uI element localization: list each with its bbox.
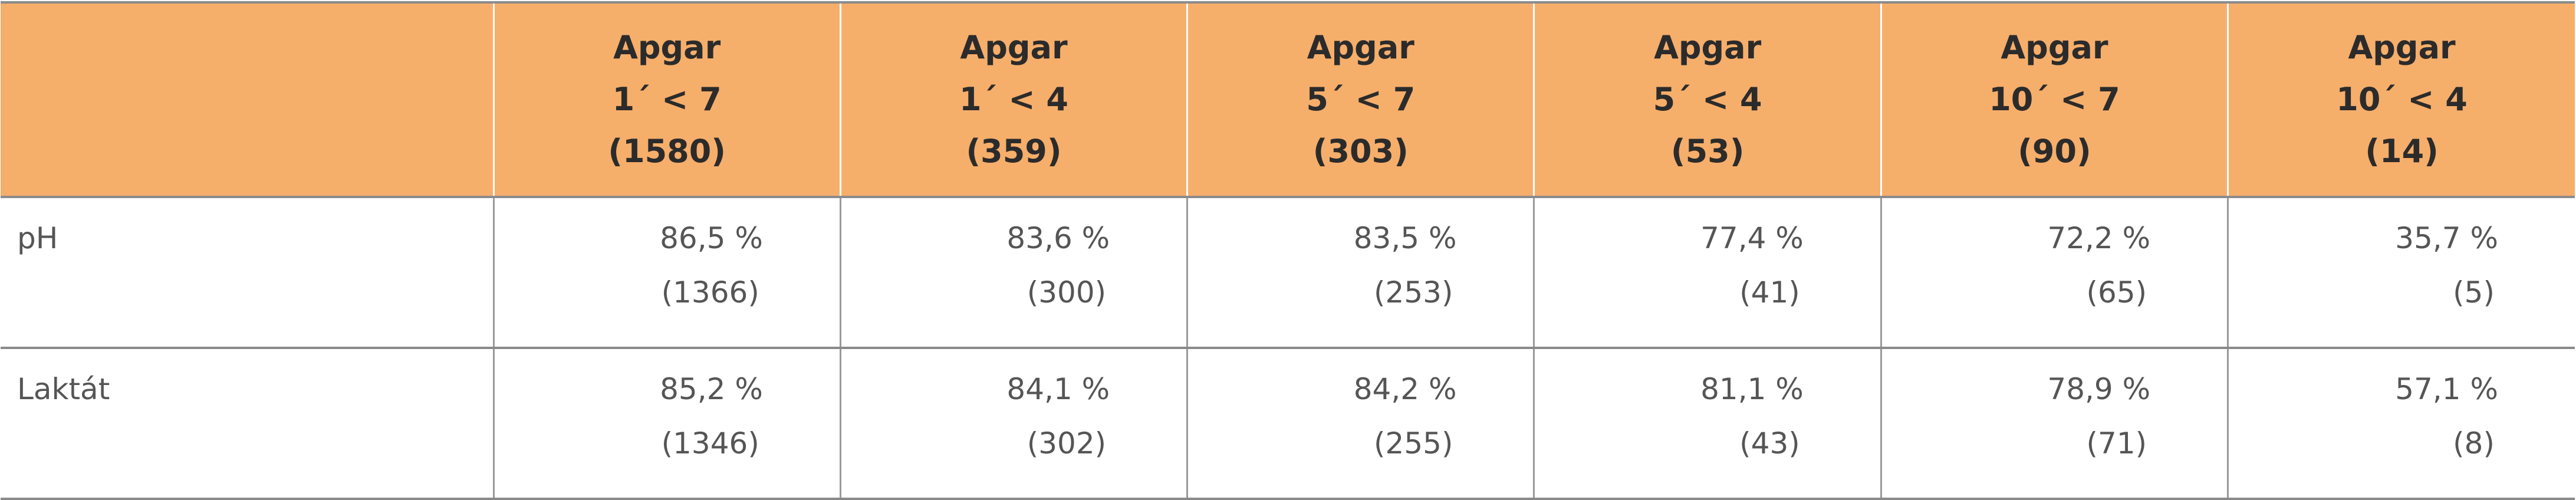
percent: 78,9 % <box>2047 372 2151 406</box>
percent: 83,5 % <box>1353 221 1457 255</box>
header-cell: Apgar 5´ < 7 (303) <box>1186 1 1534 198</box>
header-line: Apgar <box>960 29 1068 66</box>
count: (1366) <box>661 275 759 310</box>
header-cell: Apgar 1´ < 7 (1580) <box>492 1 841 198</box>
percent: 86,5 % <box>660 221 763 255</box>
header-line: Apgar <box>2348 29 2456 66</box>
header-line: Apgar <box>2001 29 2108 66</box>
header-cell: Apgar 1´ < 4 (359) <box>839 1 1187 198</box>
header-line: (14) <box>2365 133 2439 170</box>
table-header: Apgar 1´ < 7 (1580) Apgar 1´ < 4 (359) Apgar 5´… <box>1 1 2575 198</box>
value-cell: 81,1 % (43) <box>1533 348 1881 500</box>
value-cell: 84,1 % (302) <box>839 348 1187 500</box>
header-line: (303) <box>1312 133 1409 170</box>
header-line: 5´ < 4 <box>1653 81 1762 118</box>
value-cell: 77,4 % (41) <box>1533 197 1881 349</box>
corner-cell <box>1 1 494 198</box>
count: (41) <box>1739 275 1800 310</box>
percent: 35,7 % <box>2395 221 2498 255</box>
percent: 84,1 % <box>1006 372 1110 406</box>
percent: 57,1 % <box>2395 372 2498 406</box>
body-row: pH 86,5 % (1366) 83,6 % (300) 83,5 % (253) 77,4… <box>1 197 2575 349</box>
header-line: 10´ < 7 <box>1989 81 2120 118</box>
header-line: (1580) <box>608 133 726 170</box>
count: (5) <box>2453 275 2495 310</box>
value-cell: 85,2 % (1346) <box>492 348 841 500</box>
value-cell: 86,5 % (1366) <box>492 197 841 349</box>
value-cell: 83,5 % (253) <box>1186 197 1534 349</box>
percent: 72,2 % <box>2047 221 2151 255</box>
header-line: (90) <box>2018 133 2091 170</box>
table-body: pH 86,5 % (1366) 83,6 % (300) 83,5 % (253) 77,4… <box>1 197 2575 500</box>
value-cell: 35,7 % (5) <box>2227 197 2575 349</box>
row-label: pH <box>1 197 494 349</box>
header-line: 5´ < 7 <box>1306 81 1416 118</box>
count: (302) <box>1027 426 1107 460</box>
count: (65) <box>2086 275 2147 310</box>
header-line: 1´ < 7 <box>612 81 722 118</box>
count: (300) <box>1027 275 1107 310</box>
header-row: Apgar 1´ < 7 (1580) Apgar 1´ < 4 (359) Apgar 5´… <box>1 1 2575 198</box>
header-line: Apgar <box>1654 29 1762 66</box>
count: (253) <box>1374 275 1453 310</box>
count: (1346) <box>661 426 759 460</box>
value-cell: 83,6 % (300) <box>839 197 1187 349</box>
percent: 85,2 % <box>660 372 763 406</box>
value-cell: 84,2 % (255) <box>1186 348 1534 500</box>
percent: 84,2 % <box>1353 372 1457 406</box>
row-label: Laktát <box>1 348 494 500</box>
percent: 77,4 % <box>1700 221 1804 255</box>
percent: 81,1 % <box>1700 372 1804 406</box>
header-line: Apgar <box>613 29 721 66</box>
body-row: Laktát 85,2 % (1346) 84,1 % (302) 84,2 % (255)… <box>1 348 2575 500</box>
header-line: (53) <box>1670 133 1745 170</box>
count: (43) <box>1739 426 1800 460</box>
value-cell: 78,9 % (71) <box>1880 348 2228 500</box>
header-cell: Apgar 10´ < 7 (90) <box>1880 1 2228 198</box>
header-line: Apgar <box>1307 29 1414 66</box>
header-cell: Apgar 5´ < 4 (53) <box>1533 1 1881 198</box>
header-line: 10´ < 4 <box>2336 81 2468 118</box>
header-line: 1´ < 4 <box>959 81 1068 118</box>
percent: 83,6 % <box>1006 221 1110 255</box>
count: (8) <box>2453 426 2495 460</box>
value-cell: 57,1 % (8) <box>2227 348 2575 500</box>
header-cell: Apgar 10´ < 4 (14) <box>2227 1 2575 198</box>
value-cell: 72,2 % (65) <box>1880 197 2228 349</box>
count: (71) <box>2086 426 2147 460</box>
count: (255) <box>1374 426 1453 460</box>
header-line: (359) <box>966 133 1062 170</box>
